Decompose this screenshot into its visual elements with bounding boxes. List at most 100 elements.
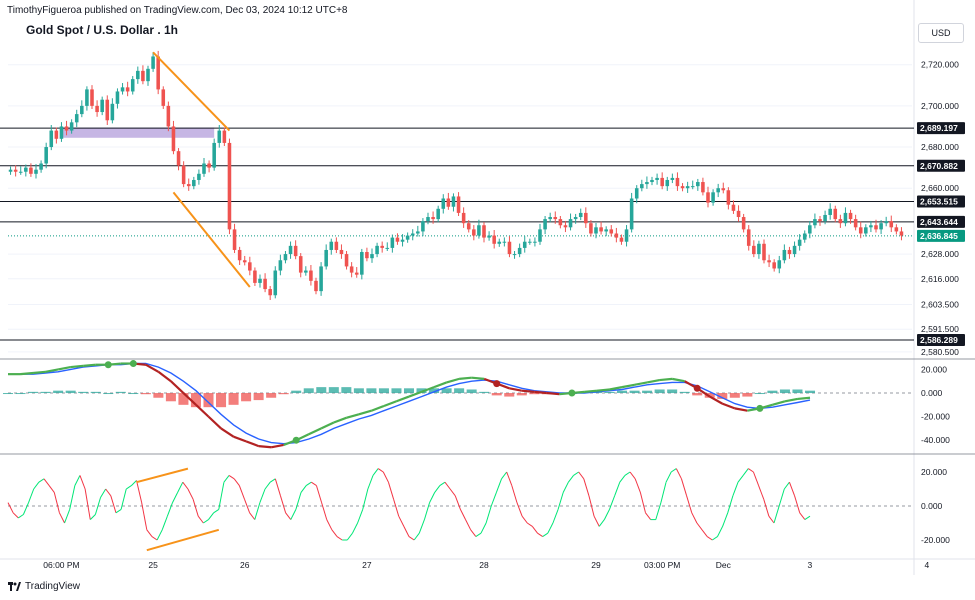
- oscillator-segment: [531, 526, 538, 534]
- oscillator-segment: [12, 512, 19, 519]
- candle-body: [212, 142, 216, 168]
- time-tick-label: 25: [148, 560, 158, 570]
- candle-body: [34, 169, 38, 174]
- crossover-dot: [693, 384, 701, 392]
- candle-body: [787, 249, 792, 255]
- level-tag-text: 2,586.289: [920, 335, 958, 345]
- histogram-bar: [804, 390, 816, 394]
- candle-body: [578, 212, 583, 218]
- histogram-bar: [291, 390, 302, 394]
- oscillator-segment: [346, 532, 353, 541]
- momentum-line-segment: [596, 388, 610, 392]
- divergence-line-lower: [146, 528, 220, 552]
- oscillator-segment: [279, 495, 287, 513]
- momentum-tick-label: -20.000: [921, 412, 950, 422]
- oscillator-segment: [439, 481, 446, 487]
- price-tick-label: 2,628.000: [921, 249, 959, 259]
- candle-body: [466, 223, 471, 230]
- histogram-bar: [90, 391, 101, 394]
- oscillator-segment: [398, 515, 405, 527]
- candle-body: [802, 233, 807, 240]
- candle-body: [39, 163, 43, 170]
- candle-body: [879, 223, 883, 230]
- time-tick-label: Dec: [716, 560, 732, 570]
- momentum-line-segment: [408, 390, 422, 398]
- time-tick-label: 06:00 PM: [43, 560, 79, 570]
- oscillator-segment: [238, 485, 245, 500]
- oscillator-segment: [501, 471, 508, 480]
- histogram-bar: [529, 393, 540, 395]
- level-tag: [917, 159, 965, 172]
- histogram-bar: [516, 393, 527, 396]
- channel-trendline-upper: [152, 51, 231, 132]
- momentum-line-segment: [57, 365, 71, 371]
- histogram-bar: [78, 391, 89, 394]
- candle-body: [818, 219, 822, 222]
- oscillator-segment: [413, 532, 420, 541]
- oscillator-segment: [218, 482, 225, 510]
- oscillator-segment: [423, 502, 431, 520]
- momentum-tick-label: 0.000: [921, 388, 943, 398]
- histogram-bar: [2, 393, 14, 395]
- candle-body: [349, 266, 354, 273]
- oscillator-segment: [490, 492, 497, 507]
- oscillator-segment: [58, 512, 65, 524]
- candle-body: [746, 229, 751, 246]
- price-tick-label: 2,603.500: [921, 300, 959, 310]
- oscillator-segment: [794, 495, 801, 513]
- candle-body: [431, 217, 435, 220]
- candle-body: [848, 212, 853, 220]
- candle-body: [319, 266, 323, 292]
- candle-body: [655, 177, 659, 180]
- oscillator-segment: [264, 481, 271, 490]
- oscillator-segment: [444, 481, 451, 490]
- grid-lines: [8, 64, 912, 353]
- candle-body: [772, 262, 776, 269]
- histogram-bar: [792, 389, 803, 394]
- oscillator-segment: [125, 485, 132, 490]
- oscillator-segment: [53, 492, 60, 513]
- candle-body: [54, 130, 59, 139]
- oscillator-segment: [187, 488, 194, 500]
- currency-selector[interactable]: USD: [918, 23, 964, 43]
- candle-body: [161, 89, 166, 106]
- candle-body: [808, 225, 812, 234]
- candle-body: [268, 289, 272, 296]
- candle-body: [130, 79, 135, 92]
- oscillator-segment: [680, 478, 688, 496]
- tradingview-logo[interactable]: TradingView: [8, 581, 80, 592]
- candle-body: [563, 225, 568, 228]
- candle-body: [706, 192, 710, 203]
- level-tag-text: 2,643.644: [920, 217, 958, 227]
- candle-body: [120, 87, 125, 92]
- histogram-bar: [303, 388, 314, 394]
- histogram-bar: [28, 391, 39, 394]
- candle-body: [171, 126, 176, 152]
- candle-body: [451, 196, 456, 207]
- histogram-bar: [767, 390, 778, 394]
- candle-body: [568, 219, 573, 228]
- momentum-line-segment: [521, 389, 535, 393]
- candle-body: [293, 245, 298, 257]
- candle-body: [696, 182, 700, 187]
- momentum-line-segment: [157, 370, 172, 383]
- oscillator-segment: [732, 482, 739, 496]
- candle-body: [584, 212, 588, 224]
- candle-body: [640, 184, 644, 189]
- candle-body: [477, 225, 481, 236]
- oscillator-segment: [290, 509, 297, 520]
- momentum-line-segment: [371, 404, 385, 412]
- candle-body: [283, 254, 288, 261]
- crossover-dot: [756, 404, 764, 412]
- oscillator-segment: [783, 481, 790, 490]
- oscillator-segment: [43, 478, 50, 486]
- candle-body: [894, 227, 899, 232]
- publisher-line: TimothyFigueroa published on TradingView…: [7, 5, 348, 16]
- histogram-bar: [441, 388, 452, 394]
- candle-body: [838, 219, 843, 224]
- histogram-bar: [53, 390, 64, 394]
- oscillator-segment: [233, 478, 240, 486]
- oscillator-segment: [752, 471, 760, 486]
- level-tag: [917, 122, 965, 135]
